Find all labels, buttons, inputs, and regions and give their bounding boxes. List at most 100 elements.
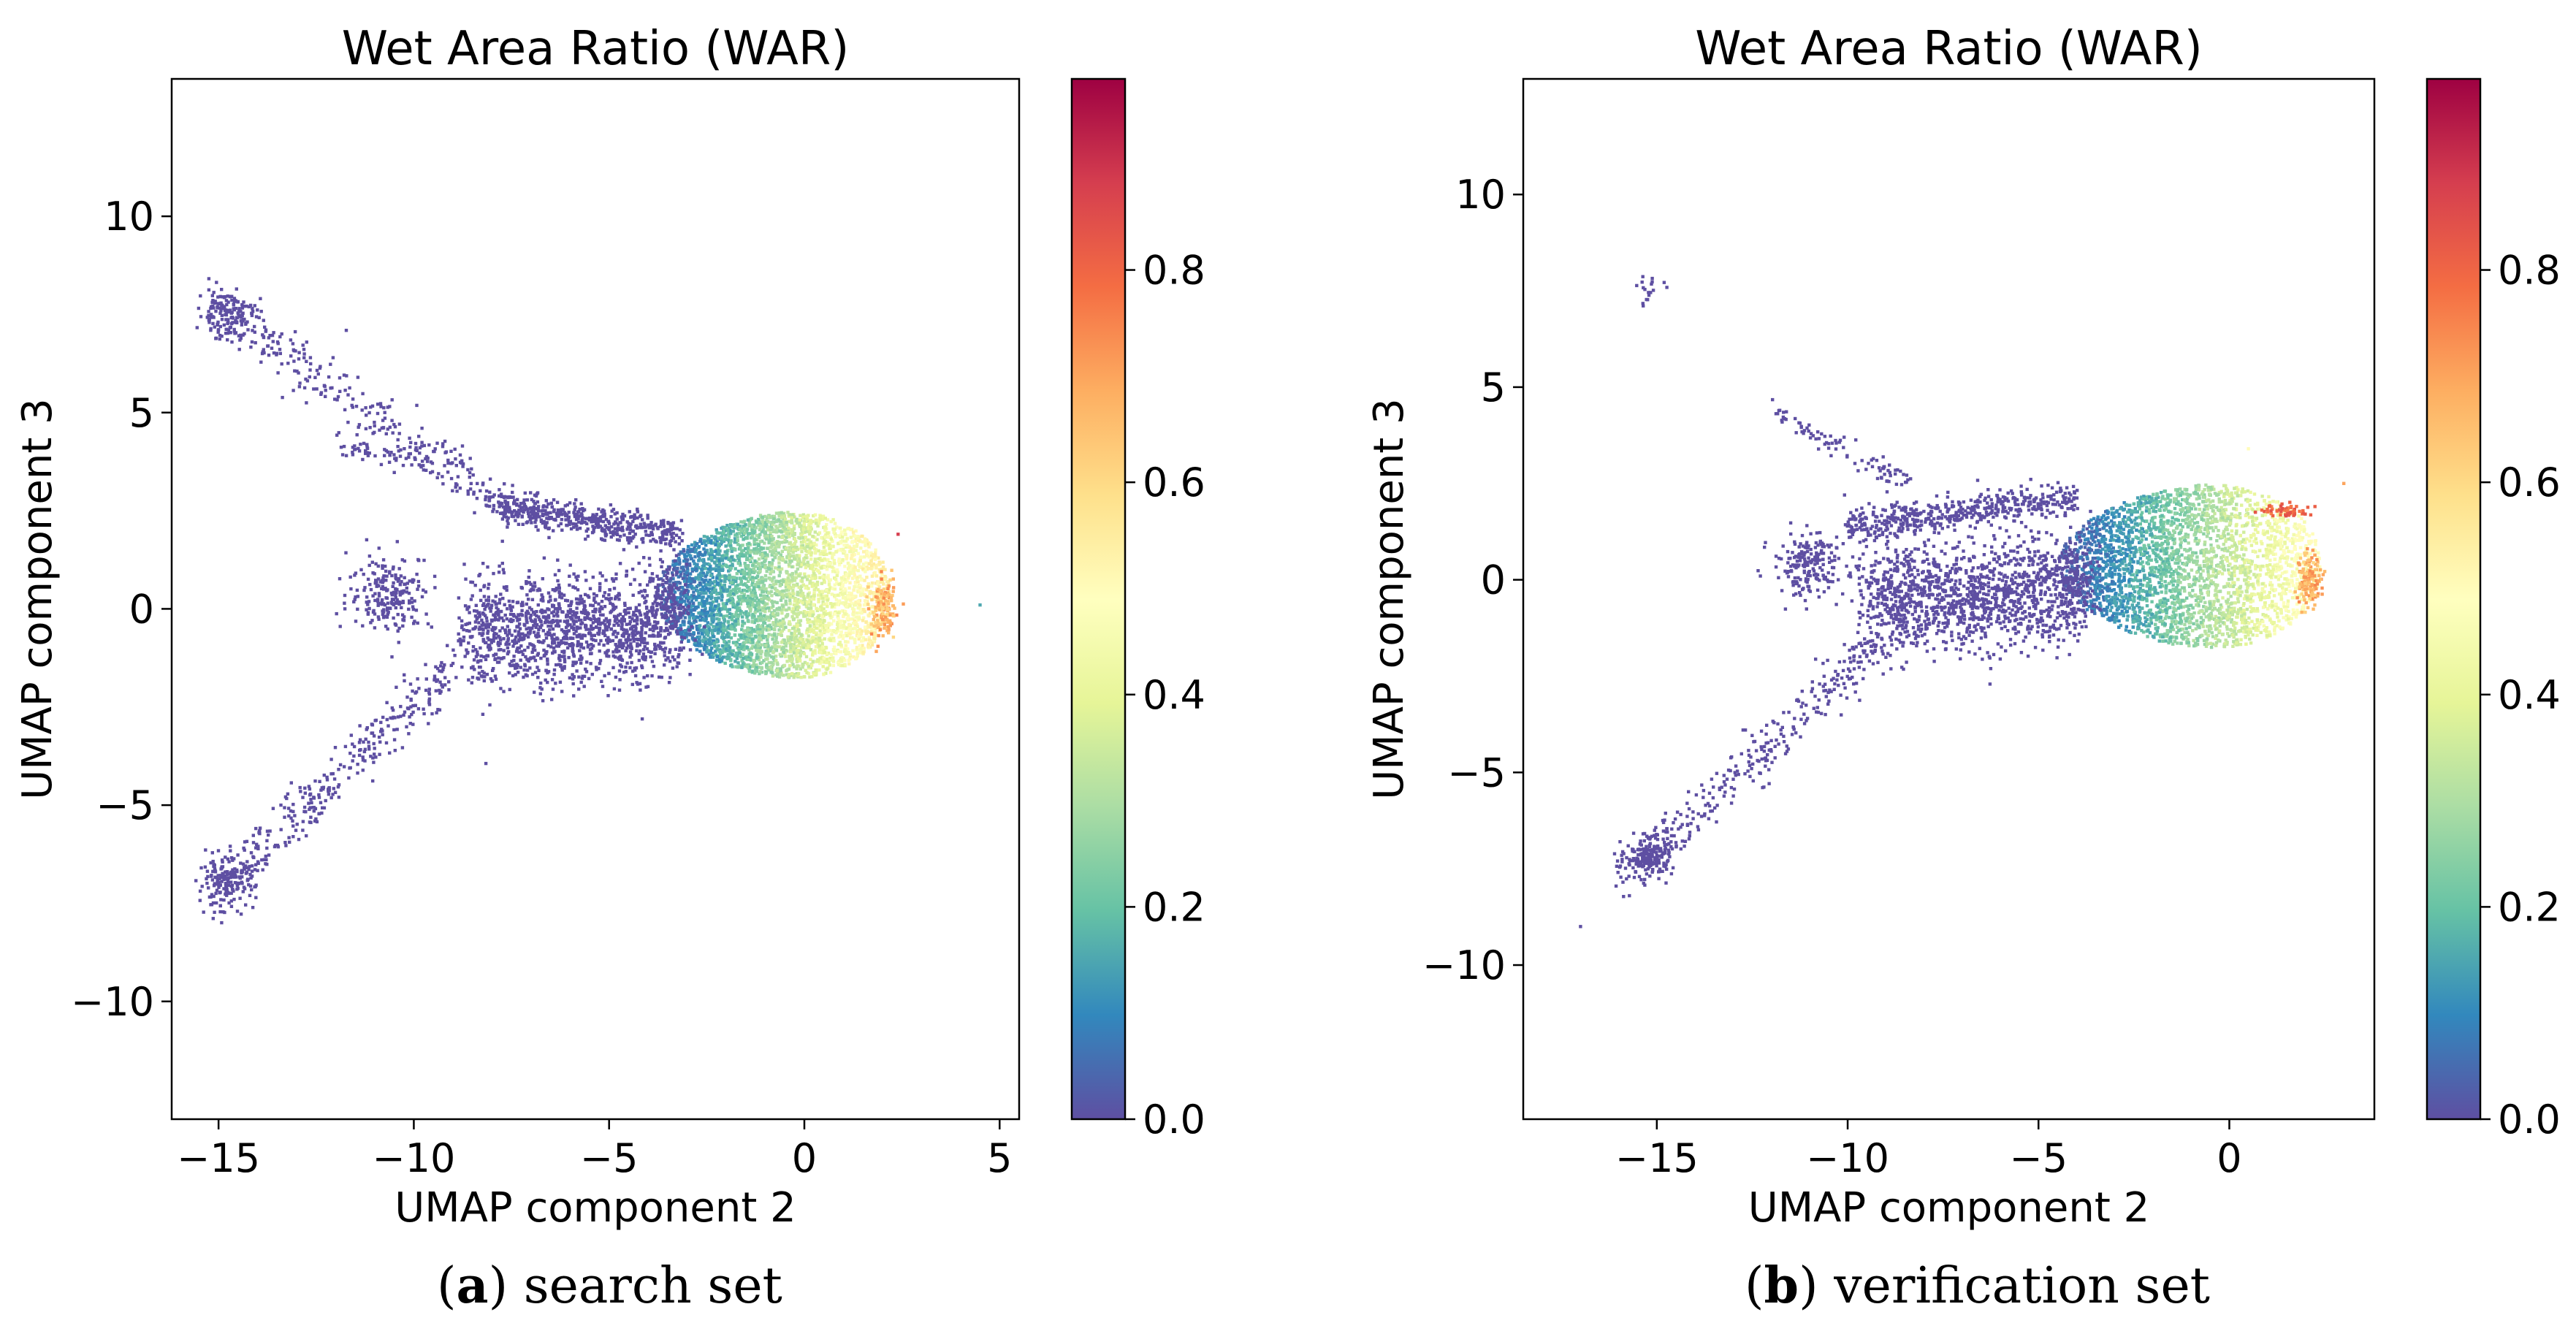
panel-a-main-cluster-point (678, 561, 682, 565)
panel-a-core-stem-point (515, 615, 519, 619)
panel-a-core-stem-point (498, 629, 502, 633)
panel-a-main-cluster-point (696, 636, 699, 639)
panel-a-main-cluster-point (738, 651, 742, 655)
panel-a-main-cluster-point (730, 618, 733, 622)
panel-a-main-cluster-point (873, 557, 877, 562)
panel-a-core-stem-point (636, 618, 639, 622)
panel-a-main-cluster-point (790, 544, 793, 547)
panel-a-main-cluster-point (742, 527, 747, 531)
panel-a-main-cluster-point (711, 587, 715, 590)
panel-a-main-cluster-point (718, 549, 722, 553)
panel-a-core-stem-point (663, 654, 666, 657)
panel-a-core-stem-point (646, 685, 650, 689)
panel-a-main-cluster-point (847, 628, 851, 632)
panel-a-core-stem-point (477, 677, 481, 681)
panel-a-main-cluster-point (857, 563, 861, 567)
panel-a-main-cluster-point (772, 600, 777, 604)
panel-a-core-stem-point (693, 638, 697, 642)
panel-a-core-stem-point (647, 649, 651, 653)
panel-a-main-cluster-point (744, 571, 747, 576)
panel-a-main-cluster-point (789, 531, 793, 535)
panel-a-core-stem-point (550, 611, 554, 614)
panel-a-main-cluster-point (750, 516, 753, 520)
panel-a-main-cluster-point (685, 573, 690, 577)
panel-a-main-cluster-point (815, 519, 818, 523)
panel-a-core-stem-point (537, 668, 541, 672)
panel-a-core-stem-point (688, 648, 693, 652)
panel-a-main-cluster-point (668, 579, 672, 583)
panel-a-main-cluster-point (822, 656, 826, 660)
panel-a-main-cluster-point (702, 588, 706, 592)
panel-a-main-cluster-point (736, 666, 740, 669)
panel-a-core-stem-point (519, 636, 523, 640)
panel-a-core-stem-point (457, 639, 460, 643)
panel-a-main-cluster-point (838, 526, 842, 530)
panel-a-main-cluster-point (746, 565, 750, 568)
panel-a-main-cluster-point (756, 649, 760, 654)
panel-a-core-stem-point (671, 614, 675, 618)
panel-a-main-cluster-point (757, 640, 761, 644)
panel-a-core-stem-point (678, 647, 682, 650)
panel-a-main-cluster-point (832, 559, 836, 563)
panel-a-core-stem-point (609, 609, 614, 613)
panel-a-core-stem-point (565, 629, 570, 633)
panel-a-main-cluster-point (765, 595, 769, 598)
panel-a-main-cluster-point (724, 533, 728, 537)
panel-a-main-cluster-point (781, 595, 785, 599)
panel-a-main-cluster-point (723, 636, 726, 639)
panel-a-main-cluster-point (761, 565, 764, 568)
panel-a-main-cluster-point (685, 585, 690, 589)
panel-a-main-cluster-point (847, 595, 850, 599)
panel-a-main-cluster-point (690, 567, 694, 571)
panel-a-core-stem-point (630, 660, 633, 665)
panel-a-core-stem-point (487, 595, 490, 599)
panel-a-main-cluster-point (837, 563, 842, 567)
panel-a-main-cluster-point (837, 557, 841, 561)
panel-a-core-stem-point (648, 580, 652, 584)
panel-a-main-cluster-point (747, 648, 751, 652)
panel-a-main-cluster-point (809, 529, 812, 533)
panel-a-main-cluster-point (712, 541, 716, 545)
panel-a-core-stem-point (542, 556, 546, 560)
panel-a-main-cluster-point (850, 606, 855, 611)
panel-a-core-stem-point (489, 638, 494, 642)
panel-a-main-cluster-point (704, 552, 707, 556)
panel-a-main-cluster-point (794, 654, 798, 657)
panel-a-main-cluster-point (839, 622, 842, 625)
panel-a-core-stem-point (457, 596, 461, 600)
panel-a-main-cluster-point (751, 579, 755, 583)
panel-a-main-cluster-point (851, 539, 855, 544)
panel-a-main-cluster-point (837, 560, 841, 563)
panel-a-main-cluster-point (761, 624, 765, 628)
panel-a-main-cluster-point (764, 657, 768, 661)
panel-a-main-cluster-point (706, 571, 709, 574)
panel-a-core-stem-point (584, 640, 589, 644)
panel-a-core-stem-point (538, 617, 541, 622)
panel-a-core-stem-point (530, 598, 535, 601)
panel-a-main-cluster-point (794, 540, 798, 544)
panel-a-core-stem-point (586, 645, 590, 649)
panel-a-main-cluster-point (713, 604, 717, 609)
panel-a-main-cluster-point (753, 530, 757, 534)
panel-a-core-stem-point (481, 562, 485, 565)
panel-a-main-cluster-point (689, 609, 693, 614)
panel-a-core-stem-point (558, 658, 562, 663)
panel-a-main-cluster-point (801, 560, 806, 564)
panel-a-core-stem-point (635, 637, 639, 641)
panel-a-main-cluster-point (690, 579, 695, 583)
panel-a-main-cluster-point (740, 599, 744, 603)
panel-a-main-cluster-point (717, 565, 721, 569)
panel-a-main-cluster-point (733, 567, 737, 571)
panel-a-main-cluster-point (722, 647, 725, 651)
panel-a-core-stem-point (556, 621, 560, 625)
panel-a-main-cluster-point (698, 644, 701, 648)
panel-a-main-cluster-point (782, 638, 786, 642)
panel-a-main-cluster-point (809, 553, 813, 557)
panel-a-main-cluster-point (717, 608, 722, 611)
panel-a-main-cluster-point (739, 534, 744, 538)
panel-a-main-cluster-point (715, 625, 719, 630)
panel-a-main-cluster-point (787, 529, 790, 533)
panel-a-main-cluster-point (728, 611, 732, 616)
panel-a-main-cluster-point (698, 572, 702, 576)
panel-a-main-cluster-point (755, 521, 758, 525)
